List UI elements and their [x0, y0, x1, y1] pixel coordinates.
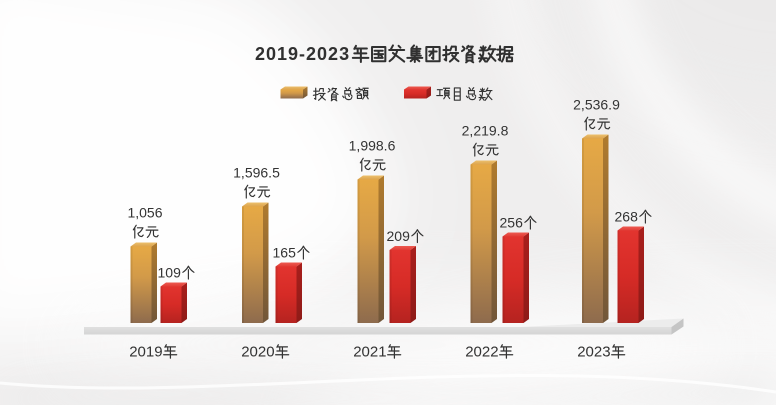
svg-text:256: 256 — [500, 215, 524, 231]
svg-text:2021: 2021 — [353, 344, 386, 361]
svg-text:1,596.5: 1,596.5 — [233, 165, 280, 181]
svg-text:2019-2023: 2019-2023 — [255, 44, 350, 64]
svg-text:2,536.9: 2,536.9 — [573, 97, 620, 113]
svg-text:2020: 2020 — [241, 344, 274, 361]
svg-text:165: 165 — [273, 245, 297, 261]
svg-text:2022: 2022 — [465, 344, 498, 361]
svg-text:268: 268 — [615, 209, 639, 225]
svg-text:2,219.8: 2,219.8 — [462, 123, 509, 139]
svg-text:1,998.6: 1,998.6 — [349, 138, 396, 154]
svg-text:2019: 2019 — [129, 344, 162, 361]
svg-text:109: 109 — [158, 265, 182, 281]
svg-text:209: 209 — [387, 228, 411, 244]
svg-text:1,056: 1,056 — [127, 205, 162, 221]
svg-text:2023: 2023 — [577, 344, 610, 361]
